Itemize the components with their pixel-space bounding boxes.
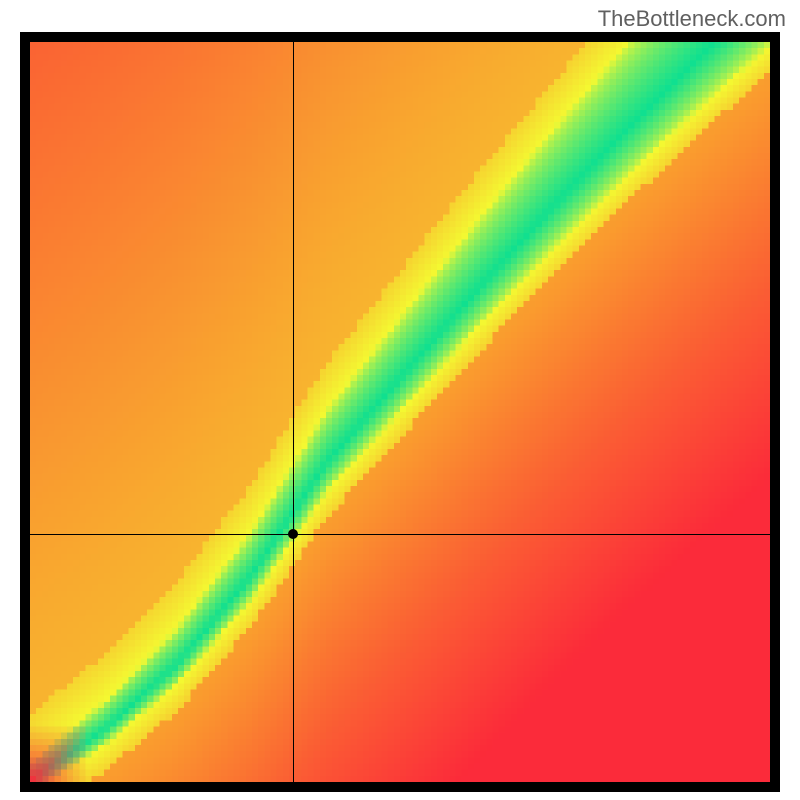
chart-container: TheBottleneck.com	[0, 0, 800, 800]
watermark-text: TheBottleneck.com	[598, 6, 786, 32]
crosshair-vertical	[293, 42, 294, 782]
heatmap-canvas	[30, 42, 770, 782]
plot-frame	[20, 32, 780, 792]
crosshair-horizontal	[30, 534, 770, 535]
